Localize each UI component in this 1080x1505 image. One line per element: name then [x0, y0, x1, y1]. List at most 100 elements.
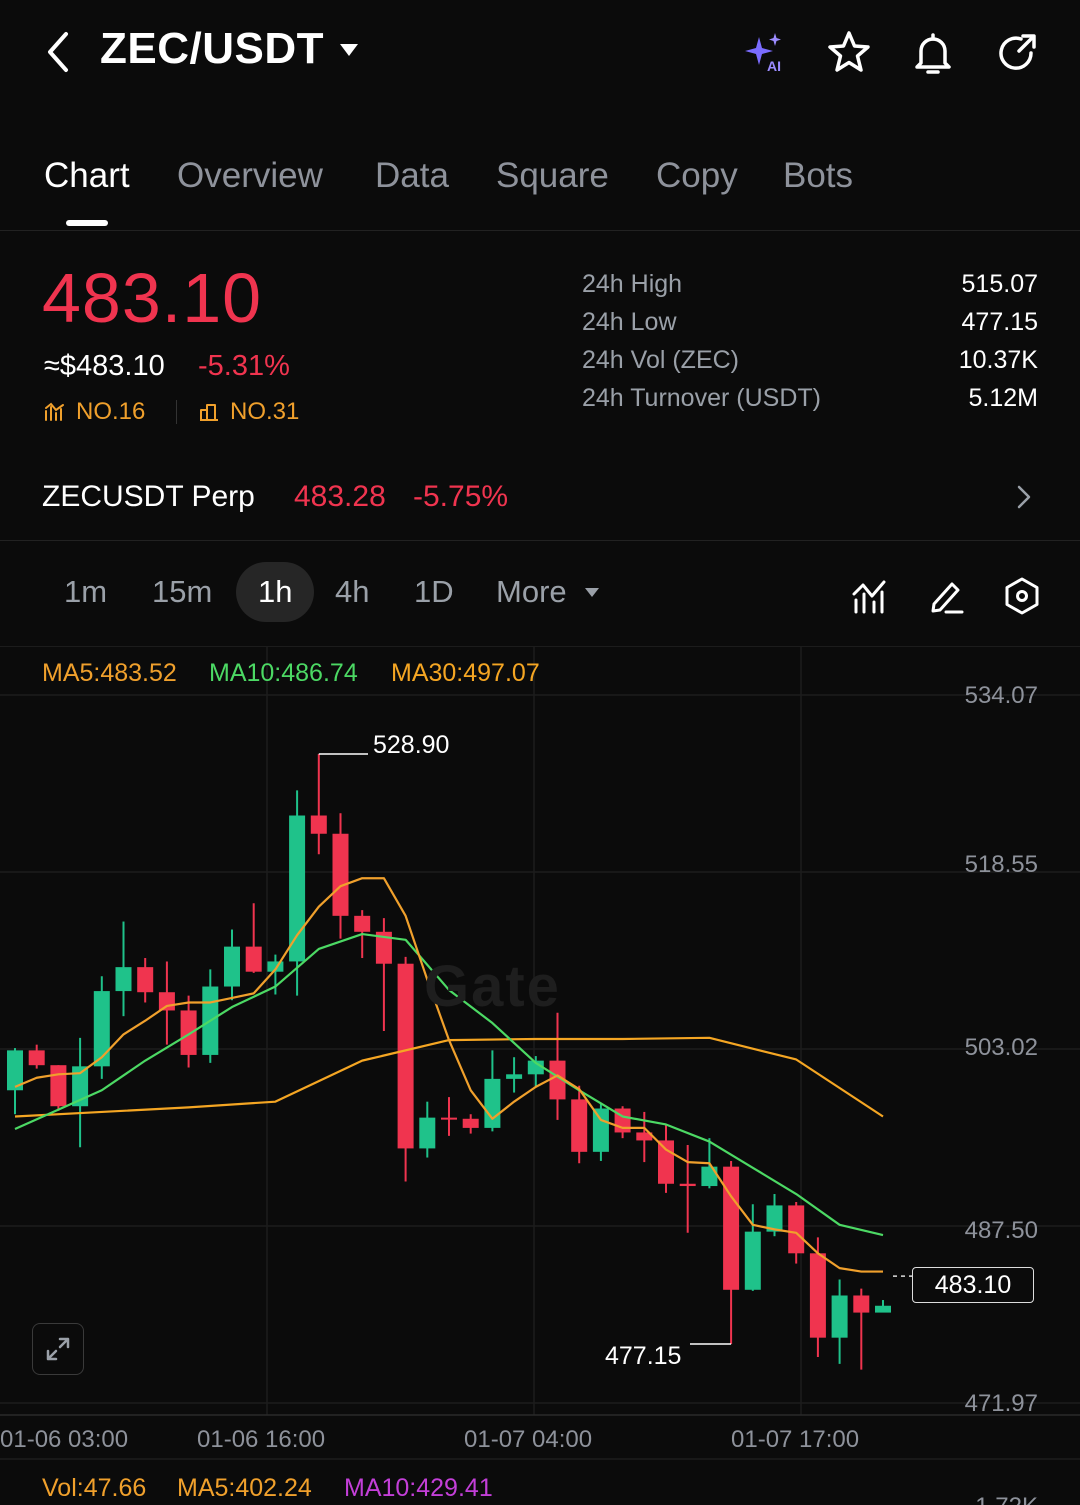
rank-divider [176, 400, 177, 424]
volume-rank-label: NO.31 [230, 398, 300, 425]
hot-rank-label: NO.16 [76, 398, 146, 425]
candle-down [332, 833, 349, 916]
high-annotation: 528.90 [373, 731, 450, 759]
share-icon[interactable] [992, 28, 1042, 78]
chart-canvas [0, 647, 1080, 1460]
candle-up [72, 1066, 89, 1107]
volume-rank[interactable]: NO.31 [198, 398, 299, 426]
stat-high-label: 24h High [582, 270, 683, 298]
indicator-icon[interactable] [846, 572, 894, 620]
stat-turnover-value: 5.12M [968, 384, 1038, 412]
chevron-right-icon [1014, 482, 1034, 517]
candle-down [354, 915, 371, 932]
x-tick-label: 01-06 16:00 [197, 1426, 326, 1453]
more-dropdown-icon[interactable] [584, 586, 600, 604]
stat-vol-label: 24h Vol (ZEC) [582, 346, 740, 374]
candle-up [224, 946, 240, 987]
candle-down [137, 967, 154, 993]
candle-up [527, 1060, 544, 1075]
expand-chart-button[interactable] [32, 1323, 84, 1375]
tab-data[interactable]: Data [375, 156, 449, 195]
last-price: 483.10 [42, 259, 263, 337]
tab-copy[interactable]: Copy [656, 156, 738, 195]
perp-link-row[interactable]: ZECUSDT Perp 483.28 -5.75% [0, 460, 1080, 541]
candle-up [701, 1166, 718, 1187]
tab-square[interactable]: Square [496, 156, 609, 195]
candlestick-chart[interactable]: Gate MA5:483.52 MA10:486.74 MA30:497.07 … [0, 647, 1080, 1505]
pair-title[interactable]: ZEC/USDT [100, 24, 324, 73]
candle-down [679, 1183, 696, 1187]
interval-1m[interactable]: 1m [64, 574, 108, 609]
star-icon[interactable] [824, 28, 874, 78]
tab-chart[interactable]: Chart [44, 156, 130, 195]
interval-15m[interactable]: 15m [152, 574, 213, 609]
stat-low-value: 477.15 [961, 308, 1038, 336]
candle-down [636, 1132, 653, 1141]
stat-turnover-label: 24h Turnover (USDT) [582, 384, 821, 412]
interval-1d[interactable]: 1D [414, 574, 454, 609]
back-icon[interactable] [40, 28, 80, 76]
candle-down [441, 1117, 457, 1120]
candle-down [28, 1050, 45, 1066]
candle-down [571, 1099, 588, 1152]
pair-dropdown-icon[interactable] [338, 42, 360, 63]
candle-up [506, 1074, 523, 1079]
bell-icon[interactable] [908, 28, 958, 78]
ma10-label: MA10:486.74 [209, 659, 358, 687]
interval-1h[interactable]: 1h [236, 562, 315, 622]
last-price-tag: 483.10 [912, 1267, 1034, 1303]
volume-axis-label: 1.72K [975, 1493, 1038, 1505]
interval-4h[interactable]: 4h [335, 574, 370, 609]
candle-down [180, 1010, 197, 1055]
ai-sparkle-icon[interactable]: AI [740, 28, 790, 78]
volume-ma10-label: MA10:429.41 [344, 1474, 493, 1502]
stat-high-value: 515.07 [961, 270, 1038, 298]
svg-text:AI: AI [767, 58, 781, 74]
candle-up [484, 1078, 501, 1128]
y-tick-label: 503.02 [964, 1034, 1038, 1061]
perp-price: 483.28 [294, 480, 386, 513]
candle-down [549, 1060, 566, 1100]
settings-hex-icon[interactable] [998, 572, 1046, 620]
candle-down [853, 1295, 870, 1313]
stat-low-label: 24h Low [582, 308, 677, 336]
perp-change: -5.75% [413, 480, 509, 513]
y-tick-label: 471.97 [964, 1390, 1038, 1417]
ma5-line [14, 877, 883, 1273]
candle-up [592, 1108, 609, 1152]
candle-down [788, 1205, 805, 1254]
change-percent: -5.31% [198, 350, 290, 382]
candle-down [158, 992, 175, 1011]
hot-rank-icon [45, 402, 64, 421]
top-bar: ZEC/USDT AI [0, 0, 1080, 110]
perp-name: ZECUSDT Perp [42, 480, 255, 513]
candle-up [93, 991, 110, 1067]
y-tick-label: 518.55 [964, 851, 1038, 878]
candle-up [267, 961, 284, 972]
candle-down [658, 1140, 674, 1184]
active-tab-indicator [66, 220, 108, 226]
ma30-label: MA30:497.07 [391, 659, 540, 687]
candle-up [419, 1117, 436, 1149]
candle-down [809, 1253, 826, 1338]
x-tick-label: 01-07 17:00 [731, 1426, 860, 1453]
interval-bar: 1m 15m 1h 4h 1D More [0, 550, 1080, 647]
volume-ma5-label: MA5:402.24 [177, 1474, 312, 1502]
watermark-logo: Gate [424, 954, 561, 1019]
candle-up [766, 1205, 783, 1232]
candle-up [289, 815, 306, 962]
draw-pen-icon[interactable] [922, 572, 970, 620]
candle-down [50, 1065, 67, 1107]
tab-overview[interactable]: Overview [177, 156, 323, 195]
volume-label: Vol:47.66 [42, 1474, 147, 1502]
tab-bots[interactable]: Bots [783, 156, 854, 195]
expand-icon [46, 1337, 70, 1361]
candle-up [744, 1231, 761, 1290]
main-tabs: Chart Overview Data Square Copy Bots [0, 140, 1080, 231]
interval-more[interactable]: More [496, 574, 567, 609]
candle-up [115, 967, 132, 992]
volume-rank-icon [200, 404, 218, 421]
ma10-line [14, 932, 884, 1237]
hot-rank[interactable]: NO.16 [44, 398, 145, 426]
usd-value: ≈$483.10 [44, 350, 165, 382]
